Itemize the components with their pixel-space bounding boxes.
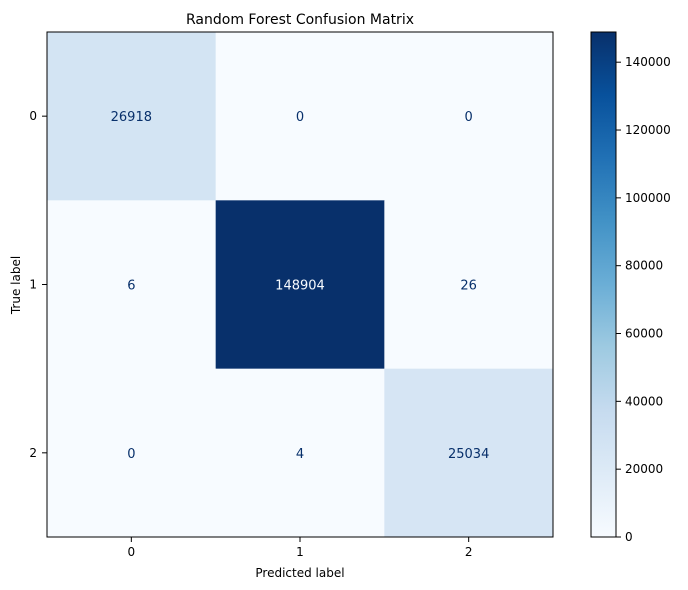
heatmap-cells [47,32,554,538]
colorbar-tick-label: 120000 [625,123,671,137]
y-tick-label: 1 [29,277,37,291]
colorbar [590,31,617,538]
colorbar-tick-label: 100000 [625,191,671,205]
heatmap-cell [384,368,554,538]
cell-value-label: 0 [127,447,135,462]
y-axis-label: True label [9,256,23,315]
cell-value-label: 6 [127,278,135,293]
heatmap-cell [384,200,554,370]
cell-value-label: 26918 [111,110,152,125]
heatmap-cell [47,32,217,201]
x-tick-label: 2 [465,545,473,559]
cell-value-label: 4 [296,447,304,462]
x-axis-ticks: 0 1 2 [128,537,473,559]
x-tick-label: 1 [296,545,304,559]
colorbar-tick-label: 80000 [625,259,663,273]
y-tick-label: 0 [29,109,37,123]
x-axis-label: Predicted label [255,566,344,580]
cell-value-label: 148904 [275,278,325,293]
heatmap-cell [384,32,554,201]
cell-value-label: 25034 [448,447,489,462]
heatmap-cell [47,200,217,370]
cell-value-label: 0 [465,110,473,125]
chart-title: Random Forest Confusion Matrix [186,12,414,28]
colorbar-tick-label: 0 [625,530,633,544]
colorbar-tick-label: 60000 [625,327,663,341]
colorbar-ticks: 0 20000 40000 60000 80000 100000 120000 140000 [616,55,671,544]
heatmap-cell [215,32,385,201]
y-axis-ticks: 0 1 2 [29,109,47,460]
heatmap-cell-labels: 26918 0 0 6 148904 26 0 4 25034 [111,110,490,462]
colorbar-tick-label: 20000 [625,462,663,476]
heatmap-cell [47,368,217,538]
heatmap-cell [215,368,385,538]
cell-value-label: 0 [296,110,304,125]
y-tick-label: 2 [29,446,37,460]
colorbar-tick-label: 140000 [625,55,671,69]
cell-value-label: 26 [460,278,477,293]
colorbar-tick-label: 40000 [625,394,663,408]
x-tick-label: 0 [128,545,136,559]
heatmap-cell [215,200,385,370]
